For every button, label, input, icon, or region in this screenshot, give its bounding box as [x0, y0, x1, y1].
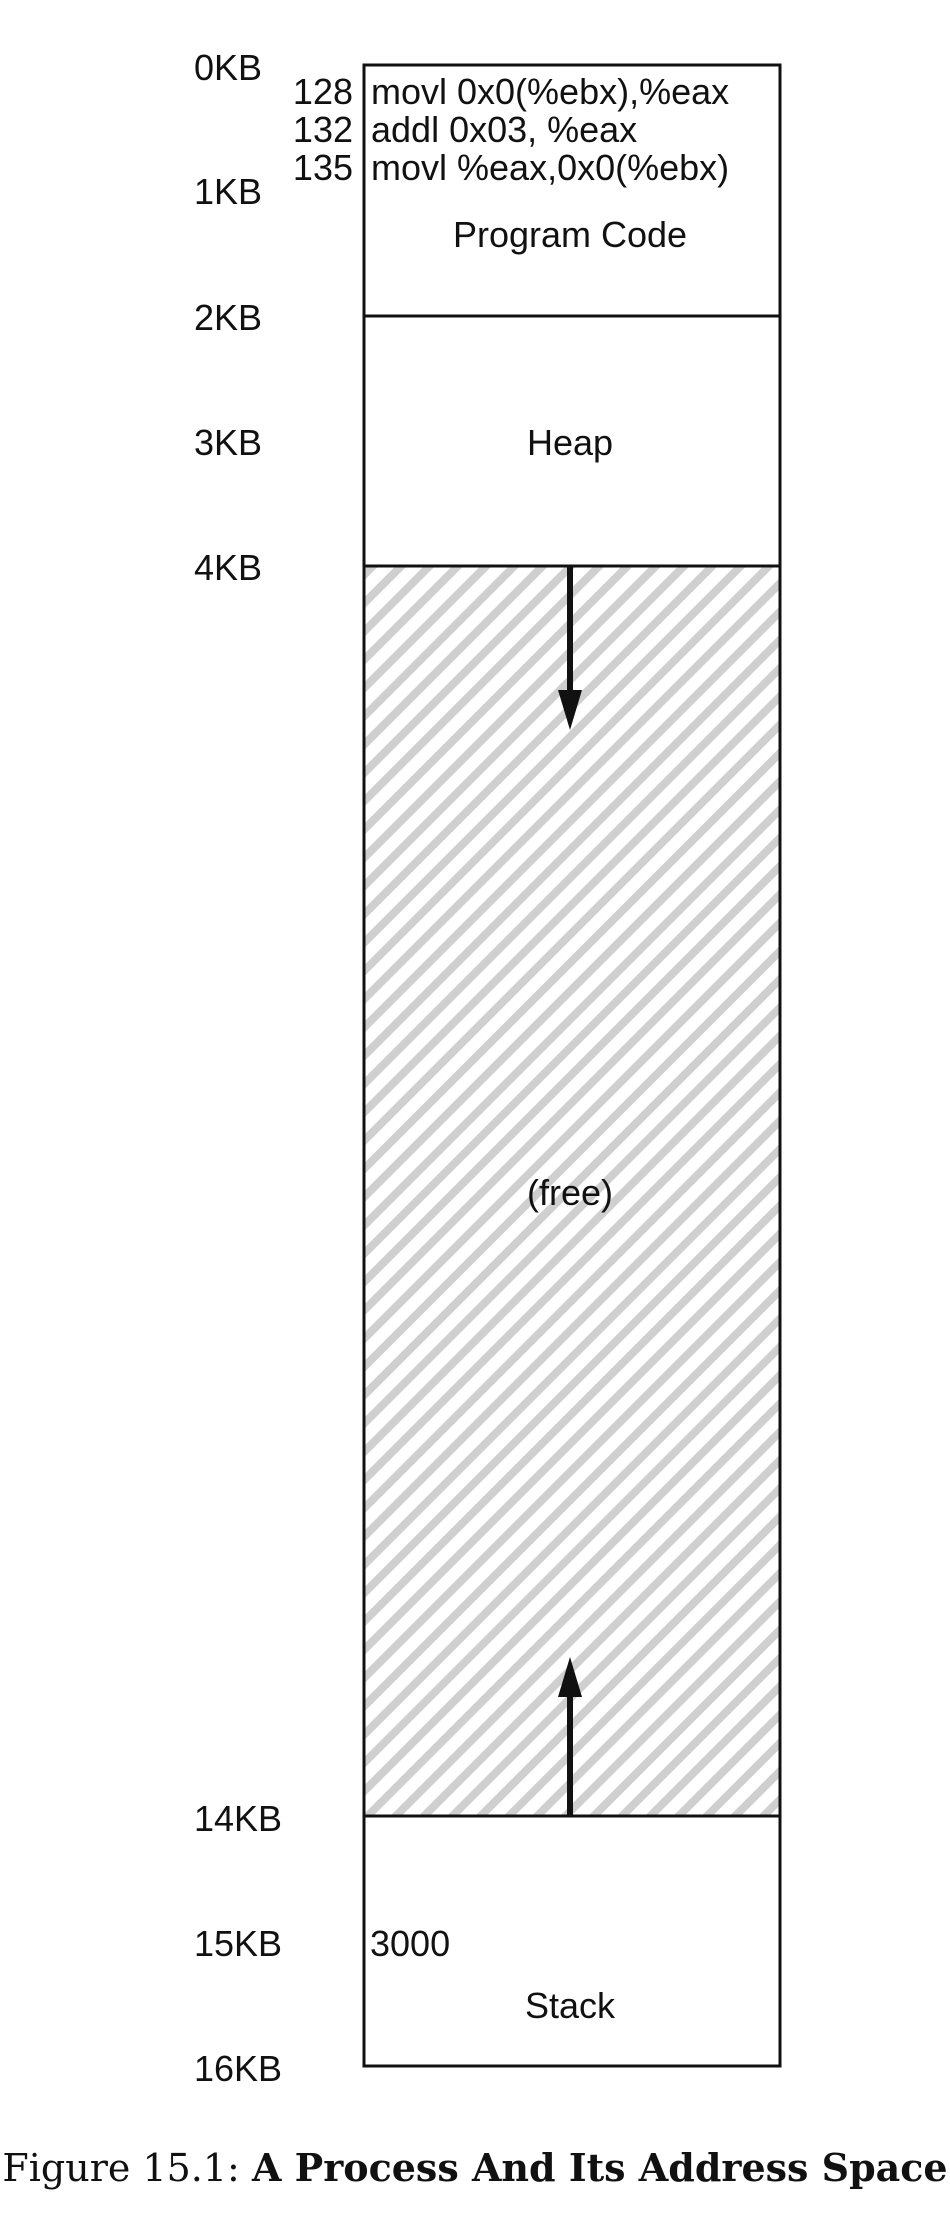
address-label-16kb: 16KB [194, 2048, 282, 2089]
code-address-132: 132 [293, 109, 353, 150]
stack-growth-arrowhead [558, 1657, 582, 1697]
address-label-2kb: 2KB [194, 297, 262, 338]
address-label-0kb: 0KB [194, 47, 262, 88]
address-label-15kb: 15KB [194, 1923, 282, 1964]
free-region-hatching [364, 566, 780, 1816]
address-label-14kb: 14KB [194, 1798, 282, 1839]
figure-caption: Figure 15.1: A Process And Its Address S… [2, 2145, 947, 2190]
free-label: (free) [527, 1172, 613, 1213]
stack-value: 3000 [370, 1923, 450, 1964]
heap-label: Heap [527, 422, 613, 463]
code-instruction-135: movl %eax,0x0(%ebx) [371, 147, 729, 188]
address-label-1kb: 1KB [194, 171, 262, 212]
stack-label: Stack [525, 1985, 616, 2026]
stack-segment: 3000 Stack [370, 1923, 616, 2026]
code-instruction-132: addl 0x03, %eax [371, 109, 637, 150]
caption-title: A Process And Its Address Space [251, 2145, 948, 2190]
address-space-outline [362, 63, 782, 2068]
address-label-3kb: 3KB [194, 422, 262, 463]
address-label-4kb: 4KB [194, 547, 262, 588]
memory-column [362, 63, 782, 2068]
caption-prefix: Figure 15.1: [2, 2146, 239, 2190]
program-code-segment: 128 movl 0x0(%ebx),%eax 132 addl 0x03, %… [293, 71, 729, 255]
code-address-128: 128 [293, 71, 353, 112]
code-address-135: 135 [293, 147, 353, 188]
heap-growth-arrowhead [558, 690, 582, 730]
free-region: (free) [527, 566, 613, 1816]
address-labels: 0KB 1KB 2KB 3KB 4KB 14KB 15KB 16KB [194, 47, 282, 2089]
program-code-label: Program Code [453, 214, 687, 255]
code-instruction-128: movl 0x0(%ebx),%eax [371, 71, 729, 112]
